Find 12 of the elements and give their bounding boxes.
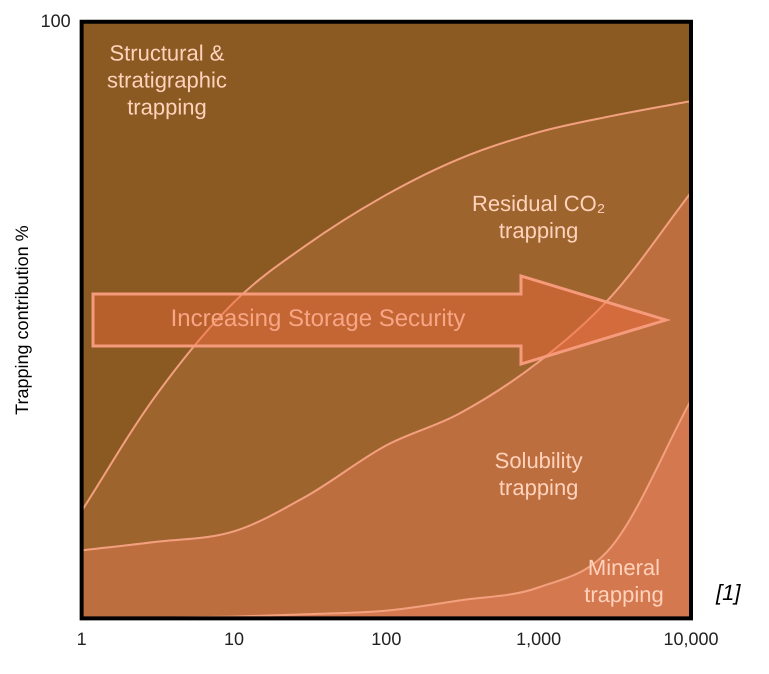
x-tick-label: 10,000 bbox=[663, 629, 719, 650]
x-tick-label: 10 bbox=[224, 629, 244, 650]
annotation: Increasing Storage Security bbox=[170, 305, 466, 333]
series-label: Residual CO₂ trapping bbox=[472, 191, 606, 244]
x-tick-label: 1,000 bbox=[516, 629, 562, 650]
series-label: Structural & stratigraphic trapping bbox=[107, 40, 227, 120]
series-label: Mineral trapping bbox=[584, 555, 664, 608]
x-tick-label: 1 bbox=[76, 629, 87, 650]
text: [1] bbox=[716, 580, 740, 606]
x-tick-label: 100 bbox=[371, 629, 402, 650]
y-axis-title: Trapping contribution % bbox=[12, 225, 32, 415]
series-label: Solubility trapping bbox=[494, 448, 583, 500]
